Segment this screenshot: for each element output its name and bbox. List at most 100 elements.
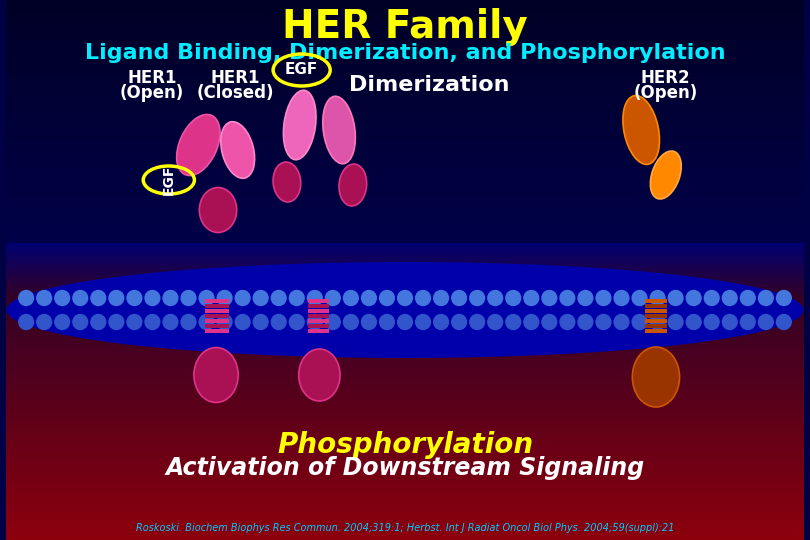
Circle shape [361,314,377,329]
Circle shape [254,291,268,306]
Ellipse shape [650,151,681,199]
Circle shape [109,314,124,329]
Circle shape [470,291,484,306]
Text: Phosphorylation: Phosphorylation [277,431,533,459]
Circle shape [452,314,467,329]
Circle shape [686,314,701,329]
Bar [205,299,229,303]
Circle shape [163,291,178,306]
Bar [645,304,667,308]
Circle shape [705,291,719,306]
Ellipse shape [194,348,238,402]
Circle shape [650,291,665,306]
Ellipse shape [273,162,301,202]
Circle shape [777,314,791,329]
Circle shape [289,314,304,329]
Circle shape [668,314,683,329]
Circle shape [758,314,774,329]
Circle shape [578,291,593,306]
Circle shape [55,314,70,329]
Circle shape [127,291,142,306]
Circle shape [271,314,286,329]
Circle shape [217,291,232,306]
Circle shape [398,291,412,306]
Text: HER1: HER1 [127,69,177,87]
Circle shape [723,314,737,329]
Bar [308,329,329,333]
Circle shape [235,314,250,329]
Circle shape [560,314,575,329]
Bar [645,324,667,328]
Circle shape [723,291,737,306]
Circle shape [542,291,556,306]
Circle shape [524,291,539,306]
Bar [205,304,229,308]
Circle shape [524,314,539,329]
Text: Roskoski. Biochem Biophys Res Commun. 2004;319:1; Herbst. Int J Radiat Oncol Bio: Roskoski. Biochem Biophys Res Commun. 20… [136,523,674,533]
Circle shape [199,314,214,329]
Text: Ligand Binding, Dimerization, and Phosphorylation: Ligand Binding, Dimerization, and Phosph… [85,43,725,63]
Bar [308,299,329,303]
Circle shape [777,291,791,306]
Text: HER2: HER2 [641,69,691,87]
Circle shape [145,291,160,306]
Circle shape [254,314,268,329]
Circle shape [91,314,105,329]
Circle shape [19,291,33,306]
Ellipse shape [623,96,659,164]
Circle shape [686,291,701,306]
Circle shape [758,291,774,306]
Ellipse shape [177,114,220,176]
Circle shape [19,314,33,329]
Ellipse shape [323,96,356,164]
Ellipse shape [199,187,237,233]
Circle shape [470,314,484,329]
Circle shape [343,314,358,329]
Text: (Closed): (Closed) [197,84,275,102]
Circle shape [217,314,232,329]
Bar [205,319,229,323]
Circle shape [127,314,142,329]
Bar [645,299,667,303]
Circle shape [433,314,449,329]
Bar [205,314,229,318]
Bar [308,309,329,313]
Bar [308,319,329,323]
Circle shape [433,291,449,306]
Circle shape [398,314,412,329]
Bar [645,309,667,313]
Bar [645,314,667,318]
Circle shape [308,314,322,329]
Circle shape [308,291,322,306]
Circle shape [271,291,286,306]
Bar [205,309,229,313]
Circle shape [542,314,556,329]
Circle shape [416,291,430,306]
Text: HER1: HER1 [211,69,261,87]
Circle shape [560,291,575,306]
Circle shape [55,291,70,306]
Circle shape [326,314,340,329]
Circle shape [632,314,647,329]
Circle shape [73,291,87,306]
Bar [645,329,667,333]
Ellipse shape [299,349,340,401]
Text: HER Family: HER Family [282,8,528,46]
Circle shape [578,314,593,329]
Circle shape [632,291,647,306]
Circle shape [488,291,502,306]
Circle shape [91,291,105,306]
Ellipse shape [339,164,367,206]
Circle shape [705,314,719,329]
Circle shape [506,291,521,306]
Circle shape [73,314,87,329]
Circle shape [361,291,377,306]
Circle shape [199,291,214,306]
Ellipse shape [6,262,804,358]
Bar [308,324,329,328]
Text: EGF: EGF [162,165,176,195]
Circle shape [109,291,124,306]
Circle shape [289,291,304,306]
Circle shape [668,291,683,306]
Circle shape [614,314,629,329]
